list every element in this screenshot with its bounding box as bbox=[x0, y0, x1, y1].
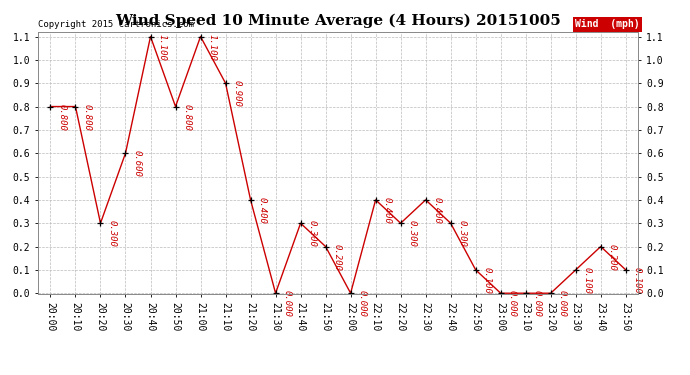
Text: 0.300: 0.300 bbox=[457, 220, 466, 247]
Text: 0.300: 0.300 bbox=[108, 220, 117, 247]
Text: 0.200: 0.200 bbox=[608, 244, 617, 271]
Text: 1.100: 1.100 bbox=[208, 34, 217, 61]
Text: 0.800: 0.800 bbox=[57, 104, 66, 130]
Text: Wind Speed 10 Minute Average (4 Hours) 20151005: Wind Speed 10 Minute Average (4 Hours) 2… bbox=[115, 13, 561, 27]
Text: 0.200: 0.200 bbox=[333, 244, 342, 271]
Text: 0.400: 0.400 bbox=[382, 197, 391, 224]
Text: 0.900: 0.900 bbox=[233, 80, 241, 107]
Text: 0.000: 0.000 bbox=[558, 290, 566, 317]
Text: 0.300: 0.300 bbox=[308, 220, 317, 247]
Text: 0.000: 0.000 bbox=[357, 290, 366, 317]
Text: 0.000: 0.000 bbox=[508, 290, 517, 317]
Text: Wind  (mph): Wind (mph) bbox=[575, 19, 640, 29]
Text: 0.800: 0.800 bbox=[182, 104, 191, 130]
Text: 0.800: 0.800 bbox=[82, 104, 91, 130]
Text: 0.100: 0.100 bbox=[633, 267, 642, 294]
Text: 0.000: 0.000 bbox=[282, 290, 291, 317]
Text: 0.400: 0.400 bbox=[257, 197, 266, 224]
Text: 0.100: 0.100 bbox=[582, 267, 591, 294]
Text: 1.100: 1.100 bbox=[157, 34, 166, 61]
Text: 0.100: 0.100 bbox=[482, 267, 491, 294]
Text: 0.300: 0.300 bbox=[408, 220, 417, 247]
Text: Copyright 2015 Cartronics.com: Copyright 2015 Cartronics.com bbox=[38, 20, 194, 29]
Text: 0.400: 0.400 bbox=[433, 197, 442, 224]
Text: 0.600: 0.600 bbox=[132, 150, 141, 177]
Text: 0.000: 0.000 bbox=[533, 290, 542, 317]
